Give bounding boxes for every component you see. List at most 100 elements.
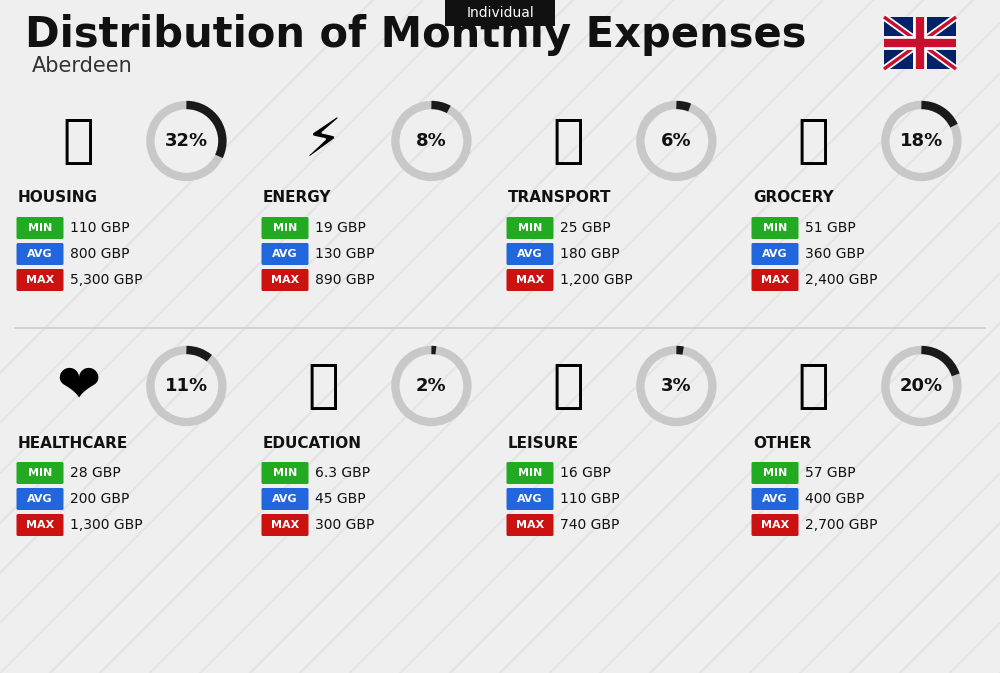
Text: MIN: MIN <box>518 223 542 233</box>
FancyBboxPatch shape <box>262 269 308 291</box>
Text: 🛒: 🛒 <box>798 115 829 167</box>
Text: MAX: MAX <box>516 275 544 285</box>
Text: 200 GBP: 200 GBP <box>70 492 129 506</box>
FancyBboxPatch shape <box>16 269 64 291</box>
Text: 32%: 32% <box>165 132 208 150</box>
Text: AVG: AVG <box>272 249 298 259</box>
Text: AVG: AVG <box>762 494 788 504</box>
Text: 45 GBP: 45 GBP <box>315 492 366 506</box>
Text: MIN: MIN <box>28 223 52 233</box>
Text: 20%: 20% <box>900 377 943 395</box>
Text: 💰: 💰 <box>798 360 829 412</box>
Text: Aberdeen: Aberdeen <box>32 56 133 76</box>
Text: 1,200 GBP: 1,200 GBP <box>560 273 633 287</box>
FancyBboxPatch shape <box>16 217 64 239</box>
Text: 5,300 GBP: 5,300 GBP <box>70 273 143 287</box>
Text: Individual: Individual <box>466 6 534 20</box>
Text: 🛍: 🛍 <box>553 360 584 412</box>
Text: 300 GBP: 300 GBP <box>315 518 374 532</box>
Text: AVG: AVG <box>272 494 298 504</box>
Text: AVG: AVG <box>517 494 543 504</box>
Text: 8%: 8% <box>416 132 447 150</box>
Text: 740 GBP: 740 GBP <box>560 518 619 532</box>
Text: 800 GBP: 800 GBP <box>70 247 130 261</box>
Text: AVG: AVG <box>27 249 53 259</box>
FancyBboxPatch shape <box>262 217 308 239</box>
FancyBboxPatch shape <box>507 269 554 291</box>
FancyBboxPatch shape <box>752 462 798 484</box>
Text: 180 GBP: 180 GBP <box>560 247 620 261</box>
Text: Distribution of Monthly Expenses: Distribution of Monthly Expenses <box>25 14 806 56</box>
Text: 2%: 2% <box>416 377 447 395</box>
FancyBboxPatch shape <box>445 0 555 26</box>
Text: HEALTHCARE: HEALTHCARE <box>18 435 128 450</box>
Text: 400 GBP: 400 GBP <box>805 492 864 506</box>
FancyBboxPatch shape <box>16 488 64 510</box>
Text: 110 GBP: 110 GBP <box>70 221 130 235</box>
FancyBboxPatch shape <box>262 514 308 536</box>
Text: 19 GBP: 19 GBP <box>315 221 366 235</box>
Text: 🚌: 🚌 <box>553 115 584 167</box>
Text: 360 GBP: 360 GBP <box>805 247 864 261</box>
Text: MAX: MAX <box>26 520 54 530</box>
FancyBboxPatch shape <box>507 217 554 239</box>
Text: 1,300 GBP: 1,300 GBP <box>70 518 143 532</box>
FancyBboxPatch shape <box>262 462 308 484</box>
FancyBboxPatch shape <box>16 514 64 536</box>
Text: 6%: 6% <box>661 132 692 150</box>
Text: 🏢: 🏢 <box>63 115 94 167</box>
Text: MIN: MIN <box>273 223 297 233</box>
Text: 890 GBP: 890 GBP <box>315 273 375 287</box>
FancyBboxPatch shape <box>16 462 64 484</box>
FancyBboxPatch shape <box>752 217 798 239</box>
Text: 18%: 18% <box>900 132 943 150</box>
FancyBboxPatch shape <box>507 514 554 536</box>
Text: LEISURE: LEISURE <box>508 435 579 450</box>
Text: 25 GBP: 25 GBP <box>560 221 611 235</box>
FancyBboxPatch shape <box>16 243 64 265</box>
Text: MIN: MIN <box>763 223 787 233</box>
Text: TRANSPORT: TRANSPORT <box>508 190 612 205</box>
Text: 11%: 11% <box>165 377 208 395</box>
Text: ⚡: ⚡ <box>305 115 342 167</box>
FancyBboxPatch shape <box>752 269 798 291</box>
Text: 51 GBP: 51 GBP <box>805 221 856 235</box>
Text: MIN: MIN <box>518 468 542 478</box>
Text: AVG: AVG <box>517 249 543 259</box>
FancyBboxPatch shape <box>507 488 554 510</box>
Text: ENERGY: ENERGY <box>263 190 332 205</box>
Text: 110 GBP: 110 GBP <box>560 492 620 506</box>
Text: MAX: MAX <box>761 520 789 530</box>
Text: HOUSING: HOUSING <box>18 190 98 205</box>
FancyBboxPatch shape <box>507 462 554 484</box>
Text: MAX: MAX <box>271 520 299 530</box>
Text: MAX: MAX <box>761 275 789 285</box>
Text: OTHER: OTHER <box>753 435 811 450</box>
Text: MIN: MIN <box>763 468 787 478</box>
Text: 2,700 GBP: 2,700 GBP <box>805 518 878 532</box>
Text: MAX: MAX <box>26 275 54 285</box>
Text: MIN: MIN <box>28 468 52 478</box>
Text: 130 GBP: 130 GBP <box>315 247 374 261</box>
Bar <box>884 17 956 69</box>
FancyBboxPatch shape <box>752 514 798 536</box>
Text: AVG: AVG <box>762 249 788 259</box>
FancyBboxPatch shape <box>262 243 308 265</box>
FancyBboxPatch shape <box>752 488 798 510</box>
Text: MAX: MAX <box>516 520 544 530</box>
Text: ❤: ❤ <box>56 360 101 412</box>
Text: 6.3 GBP: 6.3 GBP <box>315 466 370 480</box>
Text: 28 GBP: 28 GBP <box>70 466 121 480</box>
FancyBboxPatch shape <box>262 488 308 510</box>
Text: 57 GBP: 57 GBP <box>805 466 856 480</box>
FancyBboxPatch shape <box>752 243 798 265</box>
Text: MIN: MIN <box>273 468 297 478</box>
Text: 🎓: 🎓 <box>308 360 339 412</box>
Text: 16 GBP: 16 GBP <box>560 466 611 480</box>
FancyBboxPatch shape <box>507 243 554 265</box>
Text: AVG: AVG <box>27 494 53 504</box>
Text: EDUCATION: EDUCATION <box>263 435 362 450</box>
Text: 2,400 GBP: 2,400 GBP <box>805 273 878 287</box>
Text: GROCERY: GROCERY <box>753 190 834 205</box>
Text: 3%: 3% <box>661 377 692 395</box>
